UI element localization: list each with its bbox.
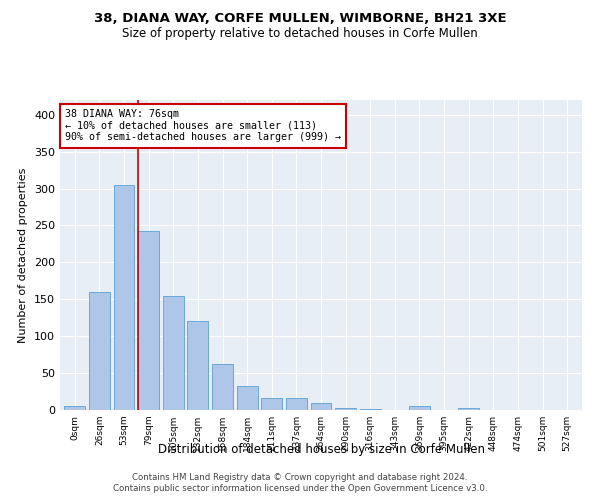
Bar <box>261 398 282 410</box>
Bar <box>236 386 257 410</box>
Bar <box>311 404 331 410</box>
Text: 38 DIANA WAY: 76sqm
← 10% of detached houses are smaller (113)
90% of semi-detac: 38 DIANA WAY: 76sqm ← 10% of detached ho… <box>65 110 341 142</box>
Bar <box>187 322 208 410</box>
Y-axis label: Number of detached properties: Number of detached properties <box>19 168 28 342</box>
Bar <box>64 406 85 410</box>
Bar <box>458 408 479 410</box>
Bar <box>163 296 184 410</box>
Bar <box>113 185 134 410</box>
Text: Size of property relative to detached houses in Corfe Mullen: Size of property relative to detached ho… <box>122 28 478 40</box>
Text: 38, DIANA WAY, CORFE MULLEN, WIMBORNE, BH21 3XE: 38, DIANA WAY, CORFE MULLEN, WIMBORNE, B… <box>94 12 506 26</box>
Bar <box>89 292 110 410</box>
Bar <box>409 406 430 410</box>
Text: Distribution of detached houses by size in Corfe Mullen: Distribution of detached houses by size … <box>157 442 485 456</box>
Bar <box>335 408 356 410</box>
Text: Contains HM Land Registry data © Crown copyright and database right 2024.: Contains HM Land Registry data © Crown c… <box>132 472 468 482</box>
Bar <box>286 398 307 410</box>
Bar <box>360 408 381 410</box>
Bar <box>138 232 159 410</box>
Bar <box>212 364 233 410</box>
Text: Contains public sector information licensed under the Open Government Licence v3: Contains public sector information licen… <box>113 484 487 493</box>
